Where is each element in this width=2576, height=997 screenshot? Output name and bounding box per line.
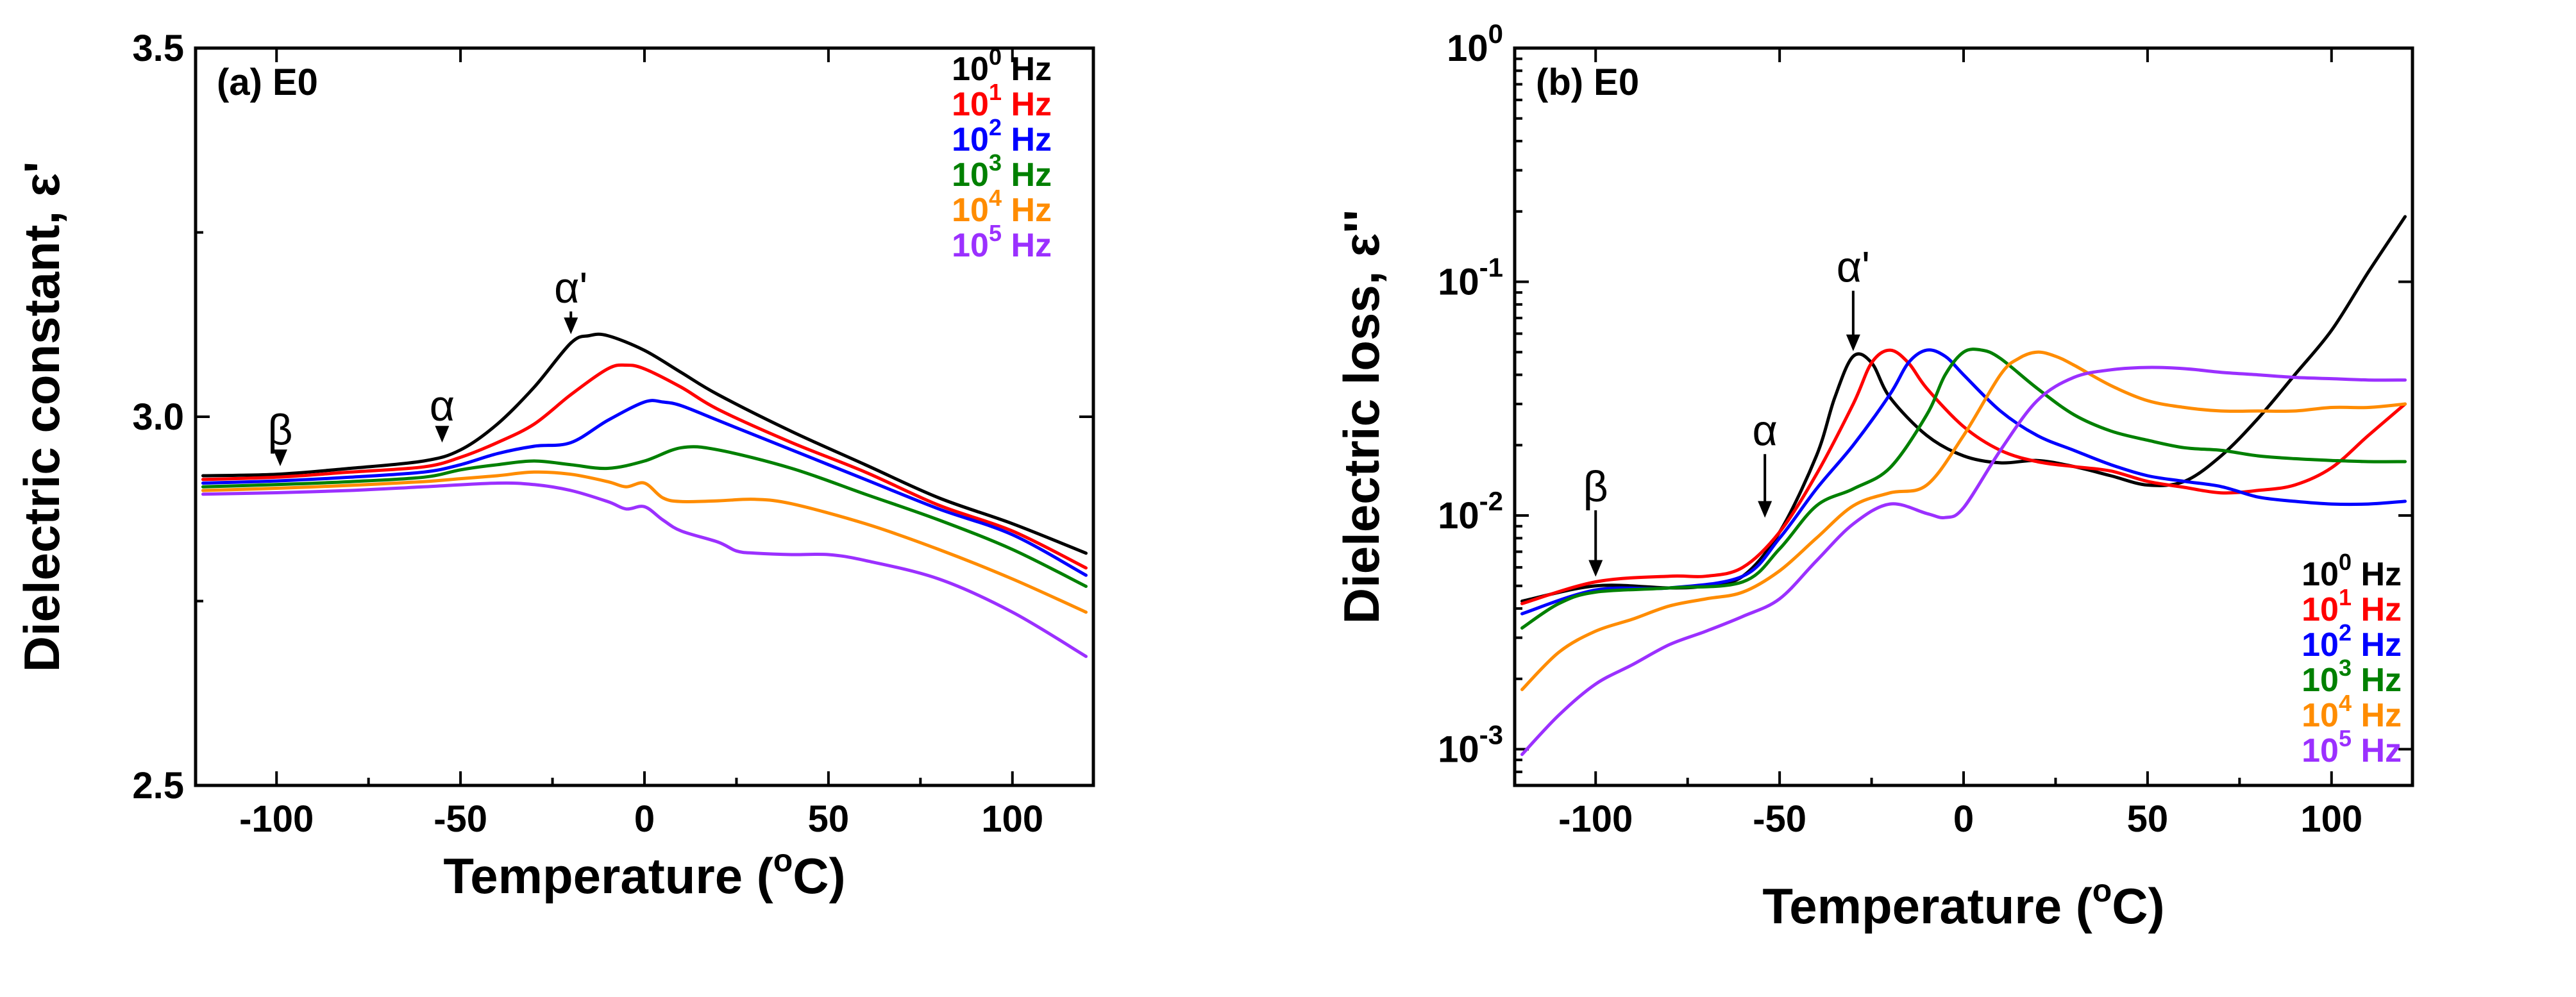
annotation-label: β [267, 406, 292, 455]
axis-ticks-a: -100 -50 0 50 100 2.5 3.0 3.5 [132, 28, 1093, 840]
legend-entry: 103 Hz [2302, 655, 2402, 699]
x-axis-title-b: Temperature (oC) [1762, 873, 2164, 934]
y-tick-label: 2.5 [132, 765, 184, 807]
x-tick-label: 0 [1953, 798, 1974, 840]
y-tick-label: 3.0 [132, 396, 184, 438]
chart-panel-a: -100 -50 0 50 100 2.5 3.0 3.5 β α α' (a) E0 Tempe… [13, 28, 1095, 904]
legend-entry: 102 Hz [2302, 619, 2402, 664]
x-tick-label: 100 [2300, 798, 2362, 840]
series-line-a-2 [201, 399, 1088, 577]
x-tick-label: 100 [981, 798, 1043, 840]
series-line-a-0 [201, 332, 1088, 555]
series-line-b-2 [1520, 348, 2407, 616]
legend-entry: 105 Hz [2302, 725, 2402, 769]
series-line-a-3 [201, 445, 1088, 588]
annotations-a: β α α' [267, 264, 587, 467]
series-line-b-3 [1520, 348, 2407, 630]
x-tick-label: 50 [2127, 798, 2169, 840]
y-tick-label: 10-2 [1438, 486, 1503, 537]
series-line-b-1 [1520, 348, 2407, 605]
legend-entry: 101 Hz [2302, 584, 2402, 628]
annotation-label: α' [1837, 243, 1870, 292]
y-tick-label: 100 [1447, 19, 1503, 69]
series-line-b-4 [1520, 350, 2407, 691]
annotation-arrowhead [1588, 560, 1603, 577]
legend-entry: 104 Hz [2302, 690, 2402, 734]
x-tick-label: -50 [434, 798, 487, 840]
annotation-label: α [1753, 406, 1778, 455]
series-group-a [201, 332, 1088, 658]
x-tick-label: -100 [1558, 798, 1633, 840]
y-tick-label: 10-3 [1438, 720, 1503, 771]
x-tick-label: 0 [634, 798, 655, 840]
annotations-b: β α α' [1583, 243, 1870, 577]
series-line-a-4 [201, 470, 1088, 614]
annotation-label: β [1583, 462, 1608, 511]
x-tick-label: -100 [239, 798, 314, 840]
panel-label-a: (a) E0 [217, 62, 318, 103]
legend-entry: 104 Hz [952, 185, 1052, 229]
annotation-arrowhead [564, 317, 578, 335]
annotation-arrowhead [1846, 334, 1860, 351]
y-tick-label: 10-1 [1438, 253, 1503, 303]
panel-label-b: (b) E0 [1536, 62, 1639, 103]
series-line-a-5 [201, 481, 1088, 658]
legend-entry: 101 Hz [952, 79, 1052, 123]
annotation-arrowhead [435, 426, 450, 443]
chart-panel-b: -100 -50 0 50 100 10-3 10-2 10-1 100 β α α' (b) E0… [1333, 19, 2414, 934]
series-group-b [1520, 215, 2407, 757]
legend-entry: 100 Hz [952, 44, 1052, 88]
annotation-arrowhead [1758, 501, 1772, 518]
y-axis-title-a: Dielectric constant, ε' [13, 162, 70, 673]
legend-entry: 100 Hz [2302, 549, 2402, 593]
annotation-label: α [430, 381, 455, 430]
legend-entry: 105 Hz [952, 220, 1052, 264]
series-line-b-5 [1520, 365, 2407, 757]
legend-entry: 102 Hz [952, 114, 1052, 158]
annotation-arrowhead [273, 449, 287, 467]
x-axis-title-a: Temperature (oC) [443, 842, 845, 904]
axis-ticks-b: -100 -50 0 50 100 10-3 10-2 10-1 100 [1438, 19, 2412, 840]
x-tick-label: 50 [808, 798, 850, 840]
x-tick-label: -50 [1753, 798, 1806, 840]
legend-entry: 103 Hz [952, 149, 1052, 194]
y-axis-title-b: Dielectric loss, ε'' [1333, 210, 1390, 624]
annotation-label: α' [554, 264, 587, 312]
series-line-a-1 [201, 363, 1088, 570]
y-tick-label: 3.5 [132, 28, 184, 69]
